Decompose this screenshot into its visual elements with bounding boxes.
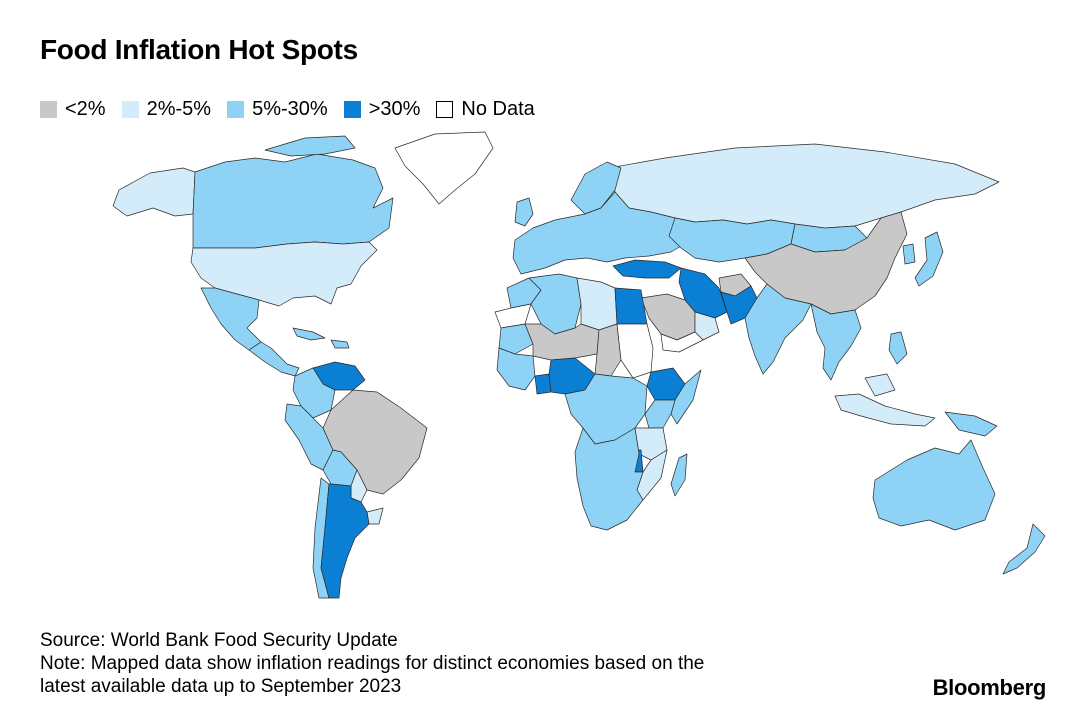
region-madagascar	[670, 453, 688, 497]
footer-notes: Source: World Bank Food Security Update …	[40, 629, 704, 698]
region-caribbean-2	[330, 339, 350, 349]
region-chad	[594, 323, 622, 377]
world-map	[112, 131, 1046, 599]
legend: <2% 2%-5% 5%-30% >30% No Data	[40, 98, 551, 121]
legend-item-nodata: No Data	[436, 98, 535, 121]
region-canada-arctic	[264, 135, 356, 157]
region-greenland	[394, 131, 494, 205]
region-western-sahara	[494, 303, 532, 329]
region-libya	[576, 277, 618, 331]
region-oman	[694, 311, 720, 341]
note-line-1: Note: Mapped data show inflation reading…	[40, 653, 705, 674]
bloomberg-logo: Bloomberg	[932, 675, 1047, 700]
region-alaska	[112, 167, 196, 217]
legend-label-2to5: 2%-5%	[146, 98, 212, 120]
legend-swatch-lt2	[40, 101, 57, 118]
region-central-america	[248, 341, 300, 377]
legend-swatch-gt30	[343, 101, 361, 118]
region-southern-africa	[574, 427, 644, 531]
note-line-2: latest available data up to September 20…	[40, 676, 402, 697]
region-canada	[192, 153, 394, 249]
legend-label-5to30: 5%-30%	[252, 98, 328, 120]
legend-item-2to5: 2%-5%	[121, 98, 212, 121]
region-yemen	[660, 331, 704, 353]
region-russia	[608, 143, 1000, 229]
legend-swatch-2to5	[121, 101, 139, 118]
legend-item-5to30: 5%-30%	[227, 98, 328, 121]
region-uk	[514, 197, 534, 227]
legend-label-gt30: >30%	[368, 98, 421, 120]
legend-label-nodata: No Data	[461, 98, 535, 120]
chart-title: Food Inflation Hot Spots	[40, 34, 358, 65]
source-text: Source: World Bank Food Security Update	[40, 630, 398, 651]
region-sudan	[616, 323, 654, 379]
region-caribbean	[292, 327, 326, 341]
region-se-asia	[810, 303, 862, 381]
legend-item-lt2: <2%	[40, 98, 106, 121]
region-japan	[914, 231, 944, 287]
region-korea	[902, 243, 916, 265]
region-indonesia-2	[864, 373, 896, 397]
region-mauritania	[498, 323, 534, 355]
region-new-zealand	[1002, 523, 1046, 575]
legend-label-lt2: <2%	[65, 98, 106, 120]
region-papua	[944, 411, 998, 437]
region-west-africa	[496, 347, 536, 391]
region-indonesia	[834, 393, 936, 427]
region-mexico	[200, 287, 262, 351]
region-argentina	[320, 483, 370, 599]
legend-swatch-nodata	[436, 101, 454, 118]
region-east-africa	[644, 399, 676, 429]
region-uruguay	[366, 507, 384, 525]
region-egypt	[614, 287, 648, 325]
region-philippines	[888, 331, 908, 365]
region-ghana	[534, 373, 552, 395]
legend-swatch-5to30	[227, 101, 245, 118]
legend-item-gt30: >30%	[343, 98, 421, 121]
region-australia	[872, 439, 996, 531]
region-india	[744, 283, 812, 375]
region-peru-ecuador	[284, 403, 334, 471]
region-turkey	[612, 259, 682, 279]
